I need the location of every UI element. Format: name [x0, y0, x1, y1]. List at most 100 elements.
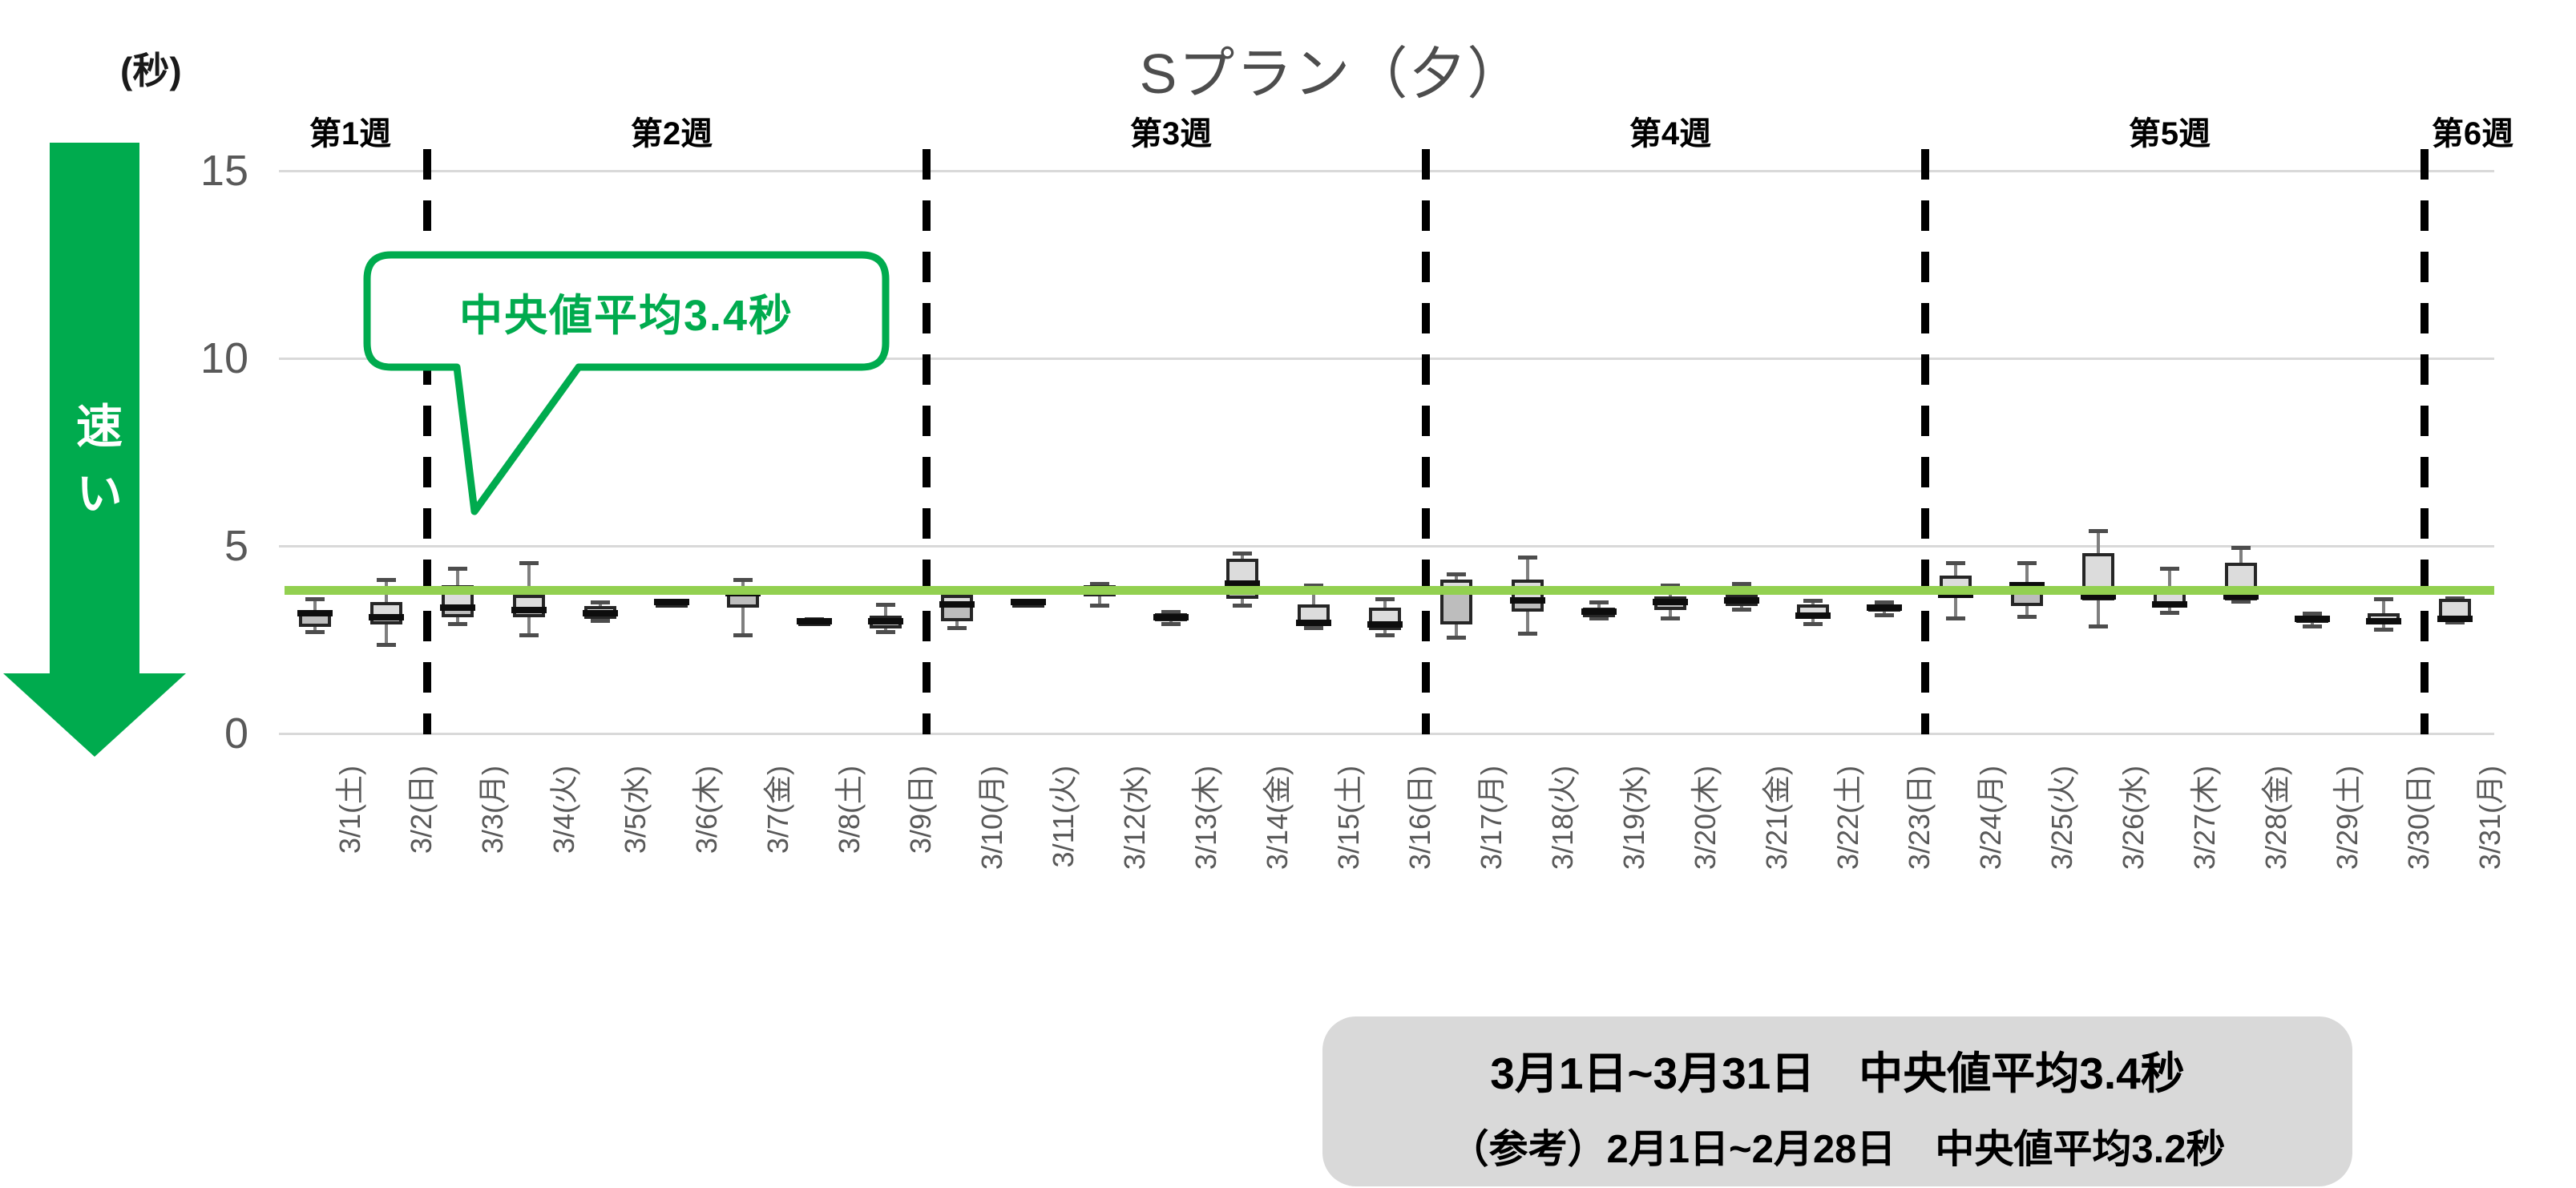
- median-line: [1510, 596, 1545, 604]
- whisker-cap-min: [519, 633, 539, 638]
- whisker-cap-max: [1518, 556, 1537, 560]
- x-axis-label: 3/1(土): [333, 766, 366, 855]
- median-line: [369, 613, 404, 620]
- whisker-cap-max: [519, 561, 539, 566]
- median-line: [2009, 582, 2045, 589]
- median-line: [797, 617, 832, 624]
- x-axis-label: 3/15(土): [1332, 766, 1365, 871]
- y-tick-label: 10: [200, 334, 248, 382]
- x-axis-label: 3/26(水): [2117, 766, 2150, 871]
- whisker-cap-min: [1803, 622, 1823, 627]
- week-label-4: 第4週: [1629, 116, 1712, 152]
- summary-line-february-reference: （参考）2月1日~2月28日 中央値平均3.2秒: [1449, 1128, 2226, 1171]
- chart-title: Sプラン（夕）: [1139, 42, 1525, 105]
- median-line: [1581, 608, 1617, 615]
- x-axis-label: 3/17(月): [1475, 766, 1508, 871]
- whisker-cap-min: [1518, 631, 1537, 636]
- whisker-cap-min: [1732, 607, 1751, 612]
- week-label-5: 第5週: [2128, 116, 2211, 152]
- median-line: [1867, 604, 1902, 612]
- x-axis-label: 3/12(水): [1118, 766, 1151, 871]
- summary-line-march: 3月1日~3月31日 中央値平均3.4秒: [1490, 1049, 2185, 1098]
- median-line: [2366, 617, 2401, 624]
- median-line: [939, 600, 975, 608]
- whisker-cap-max: [2303, 612, 2322, 616]
- x-axis-label: 3/22(土): [1831, 766, 1864, 871]
- x-axis-label: 3/14(金): [1261, 766, 1294, 871]
- speed-arrow-head-icon: [3, 673, 186, 757]
- speed-arrow-label: 速い: [69, 402, 121, 536]
- speed-arrow: [50, 143, 139, 673]
- whisker-cap-max: [377, 578, 396, 583]
- x-axis-label: 3/9(日): [904, 766, 937, 855]
- whisker-cap-max: [1803, 598, 1823, 603]
- gridline: [279, 170, 2494, 172]
- x-axis-label: 3/30(日): [2402, 766, 2435, 871]
- median-line: [2295, 616, 2330, 623]
- median-line: [1795, 612, 1831, 619]
- whisker-cap-min: [1090, 603, 1109, 608]
- whisker-cap-max: [1447, 572, 1466, 577]
- whisker-cap-min: [2445, 620, 2465, 624]
- whisker-cap-max: [305, 596, 325, 601]
- gridline: [279, 733, 2494, 735]
- whisker-line: [741, 580, 745, 636]
- median-line: [440, 604, 475, 612]
- week-label-6: 第6週: [2431, 116, 2514, 152]
- x-axis-label: 3/2(日): [405, 766, 438, 855]
- whisker-cap-max: [1946, 561, 1965, 566]
- average-line: [285, 586, 2494, 595]
- median-line: [1296, 619, 1331, 626]
- whisker-cap-min: [2160, 611, 2179, 616]
- whisker-cap-min: [377, 643, 396, 648]
- whisker-cap-min: [591, 618, 610, 623]
- median-line: [2152, 600, 2187, 608]
- x-axis-label: 3/21(金): [1760, 766, 1793, 871]
- median-line: [1653, 599, 1688, 606]
- median-line: [511, 606, 547, 613]
- whisker-cap-max: [2160, 567, 2179, 572]
- week-separator: [1920, 149, 1929, 734]
- median-line: [1225, 580, 1260, 587]
- whisker-cap-max: [1732, 581, 1751, 586]
- whisker-cap-max: [1090, 581, 1109, 586]
- whisker-cap-min: [1875, 612, 1894, 617]
- box-lower-quartile: [1515, 599, 1540, 608]
- x-axis-label: 3/11(火): [1047, 766, 1080, 868]
- x-axis-label: 3/24(月): [1974, 766, 2007, 871]
- whisker-cap-min: [2017, 614, 2037, 619]
- median-line: [1367, 621, 1403, 628]
- box-lower-quartile: [1443, 592, 1469, 622]
- x-axis-label: 3/7(金): [761, 766, 794, 855]
- box-lower-quartile: [730, 594, 756, 605]
- x-axis-label: 3/25(火): [2045, 766, 2078, 871]
- median-line: [1153, 613, 1189, 620]
- median-line: [583, 610, 618, 617]
- gridline: [279, 358, 2494, 360]
- whisker-cap-max: [2017, 561, 2037, 566]
- whisker-cap-min: [305, 629, 325, 634]
- week-separator: [422, 149, 431, 734]
- whisker-cap-min: [1447, 635, 1466, 640]
- median-line: [2223, 593, 2259, 600]
- x-axis-label: 3/6(木): [690, 766, 723, 855]
- median-line: [2081, 593, 2116, 600]
- box-plot-day: [1512, 580, 1544, 612]
- whisker-cap-min: [947, 625, 967, 630]
- y-tick-label: 15: [200, 147, 248, 195]
- x-axis-label: 3/13(木): [1189, 766, 1222, 871]
- x-axis-label: 3/27(木): [2188, 766, 2221, 871]
- x-axis-label: 3/19(水): [1617, 766, 1650, 871]
- median-line: [1724, 596, 1759, 604]
- whisker-cap-min: [448, 622, 467, 627]
- summary-box: 3月1日~3月31日 中央値平均3.4秒 （参考）2月1日~2月28日 中央値平…: [1322, 1016, 2352, 1186]
- whisker-cap-min: [1304, 625, 1323, 630]
- whisker-cap-max: [448, 567, 467, 572]
- whisker-cap-min: [1589, 616, 1609, 621]
- x-axis-label: 3/18(火): [1546, 766, 1579, 871]
- y-tick-label: 5: [224, 522, 248, 570]
- box-lower-quartile: [302, 615, 328, 624]
- whisker-cap-max: [591, 600, 610, 605]
- whisker-cap-min: [1161, 622, 1181, 627]
